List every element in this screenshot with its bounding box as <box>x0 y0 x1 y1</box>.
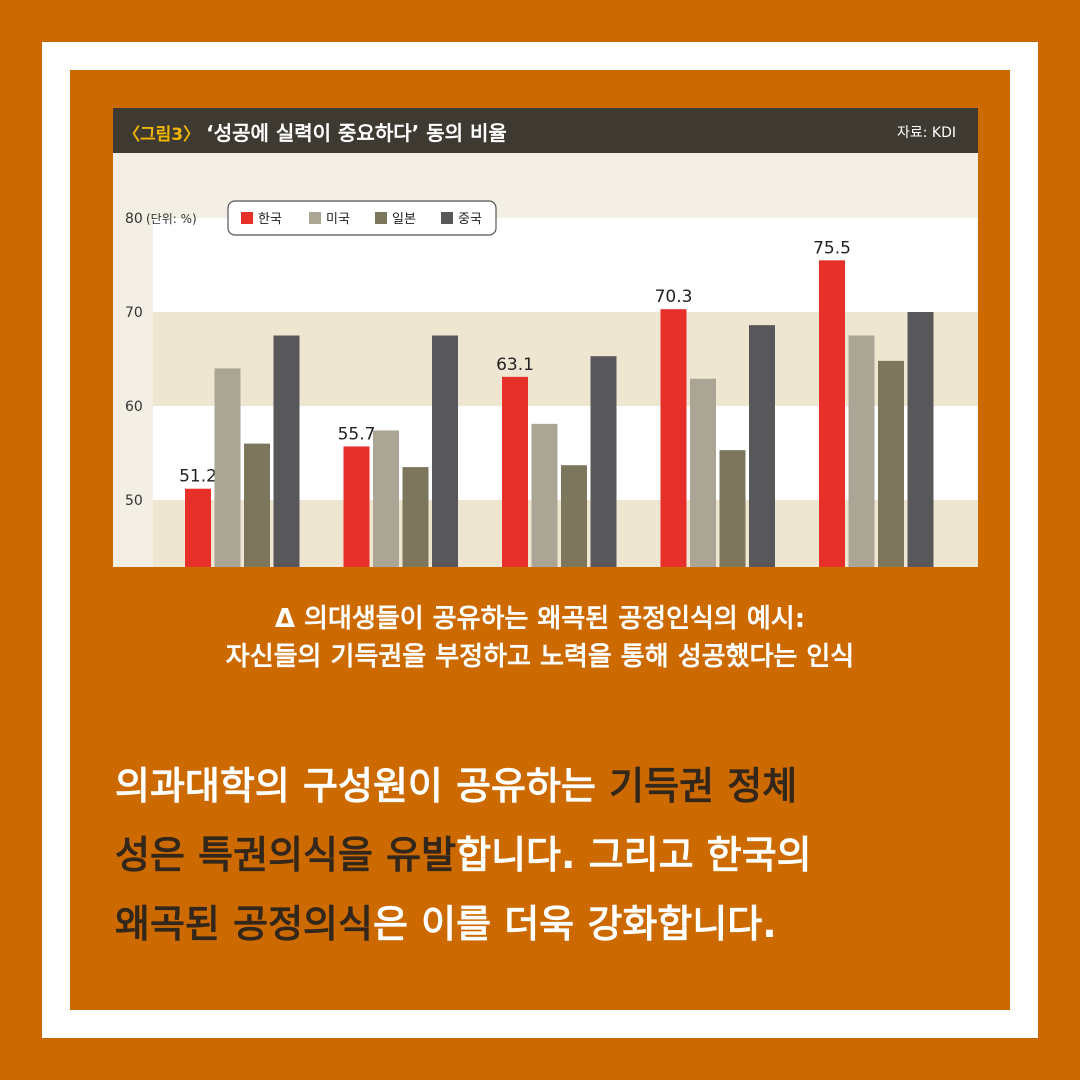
body-segment: 합니다. 그리고 한국의 <box>456 833 812 877</box>
bar <box>244 443 270 567</box>
bar <box>531 423 558 567</box>
data-label: 55.7 <box>338 424 376 444</box>
caption-line-1: Δ 의대생들이 공유하는 왜곡된 공정인식의 예시: <box>274 604 806 634</box>
legend-box <box>227 200 497 236</box>
content-panel: 〈그림3〉‘성공에 실력이 중요하다’ 동의 비율 자료: KDI 405060… <box>70 70 1010 1010</box>
legend-swatch <box>309 212 321 224</box>
bar <box>432 335 458 567</box>
chart-figure: 〈그림3〉‘성공에 실력이 중요하다’ 동의 비율 자료: KDI 405060… <box>113 108 978 567</box>
bar-chart: 4050607080(단위: %)한국미국일본중국51.220대55.730대6… <box>125 153 978 567</box>
bar <box>273 335 300 567</box>
bar <box>749 325 775 567</box>
bar <box>590 356 617 567</box>
y-unit-label: (단위: %) <box>146 212 197 226</box>
chart-title: 〈그림3〉 ‘성공에 실력이 중요하다’ 동의 비율 <box>123 117 507 146</box>
y-tick-label: 80 <box>125 211 143 227</box>
y-tick-label: 50 <box>125 493 143 509</box>
bar <box>878 360 904 567</box>
data-label: 63.1 <box>496 355 534 375</box>
bar <box>373 430 399 567</box>
legend-label: 한국 <box>258 212 282 227</box>
bar <box>848 335 875 567</box>
bar <box>185 488 211 567</box>
chart-title-text: ‘성공에 실력이 중요하다’ 동의 비율 <box>206 121 507 145</box>
body-paragraph: 의과대학의 구성원이 공유하는 기득권 정체 성은 특권의식을 유발합니다. 그… <box>115 752 975 959</box>
body-segment: 은 이를 더욱 강화합니다. <box>372 902 777 946</box>
bar <box>402 467 429 567</box>
body-segment-highlight: 성은 특권의식을 유발 <box>115 833 457 877</box>
body-line-2: 성은 특권의식을 유발합니다. 그리고 한국의 <box>115 821 975 890</box>
legend-label: 중국 <box>458 212 482 227</box>
body-segment: 의과대학의 구성원이 공유하는 <box>115 764 610 808</box>
y-tick-label: 60 <box>125 399 143 415</box>
data-label: 51.2 <box>179 467 217 487</box>
body-line-1: 의과대학의 구성원이 공유하는 기득권 정체 <box>115 752 975 821</box>
body-segment-highlight: 기득권 정체 <box>609 764 798 808</box>
figure-label: 〈그림3〉 <box>123 125 201 145</box>
figure-caption: Δ 의대생들이 공유하는 왜곡된 공정인식의 예시: 자신들의 기득권을 부정하… <box>70 600 1010 676</box>
body-segment-highlight: 왜곡된 공정의식 <box>115 902 373 946</box>
bar <box>907 312 934 567</box>
legend-swatch <box>375 212 387 224</box>
y-tick-label: 70 <box>125 305 143 321</box>
bar <box>660 309 687 567</box>
bar <box>214 368 241 567</box>
chart-source: 자료: KDI <box>896 125 956 141</box>
data-label: 75.5 <box>813 238 851 258</box>
data-label: 70.3 <box>655 287 693 307</box>
bar <box>502 376 528 567</box>
bar <box>819 260 845 567</box>
legend-label: 일본 <box>392 212 416 227</box>
body-line-3: 왜곡된 공정의식은 이를 더욱 강화합니다. <box>115 890 975 959</box>
caption-line-2: 자신들의 기득권을 부정하고 노력을 통해 성공했다는 인식 <box>225 642 855 672</box>
legend-label: 미국 <box>326 212 350 227</box>
bar <box>719 450 746 567</box>
bar <box>343 446 370 567</box>
bar <box>561 465 587 567</box>
bar <box>690 378 716 567</box>
chart-header: 〈그림3〉 ‘성공에 실력이 중요하다’ 동의 비율 자료: KDI <box>113 108 978 153</box>
legend-swatch <box>441 212 453 224</box>
legend-swatch <box>241 212 253 224</box>
